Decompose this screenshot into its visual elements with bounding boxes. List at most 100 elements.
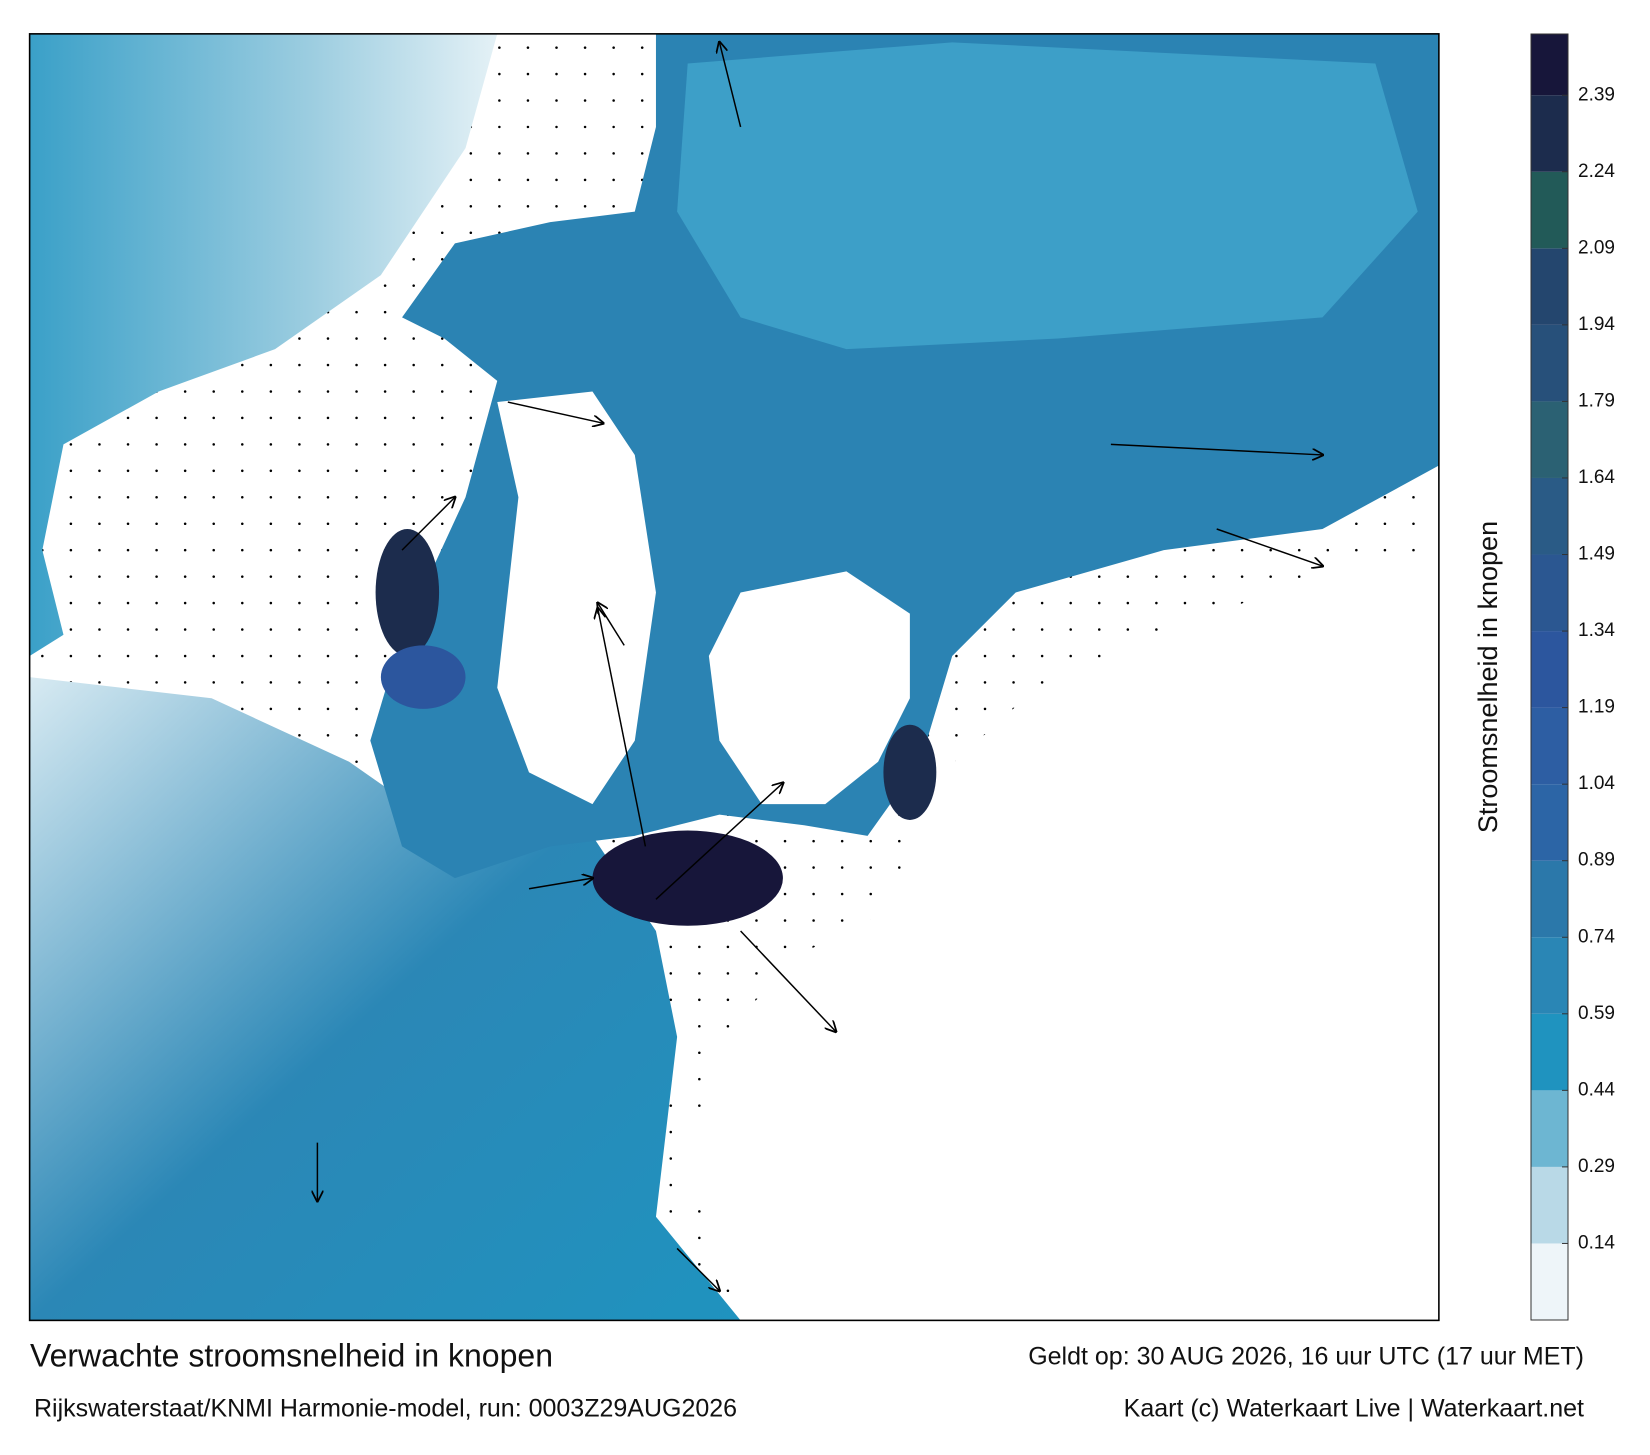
grid-dot: [698, 1104, 701, 1107]
grid-dot: [298, 469, 301, 473]
grid-dot: [326, 469, 330, 473]
east-land: [687, 550, 1439, 1321]
grid-dot: [583, 125, 587, 129]
grid-dot: [269, 416, 273, 420]
fast-current: [592, 830, 783, 926]
grid-dot: [1040, 628, 1044, 631]
grid-dot: [669, 972, 673, 975]
grid-dot: [298, 416, 301, 420]
grid-dot: [383, 522, 387, 525]
grid-dot: [355, 443, 358, 446]
grid-dot: [269, 548, 273, 552]
grid-dot: [1155, 628, 1158, 631]
grid-dot: [355, 760, 358, 764]
grid-dot: [241, 469, 244, 473]
colorbar-tick-label: 2.09: [1578, 237, 1615, 258]
grid-dot: [440, 416, 444, 420]
grid-dot: [69, 443, 73, 446]
credit: Kaart (c) Waterkaart Live | Waterkaart.n…: [1124, 1395, 1584, 1423]
grid-dot: [41, 654, 44, 658]
grid-dot: [355, 363, 358, 367]
grid-dot: [183, 390, 187, 393]
grid-dot: [640, 152, 644, 155]
grid-dot: [69, 495, 73, 499]
grid-dot: [326, 707, 330, 711]
grid-dot: [669, 1183, 673, 1187]
grid-dot: [783, 892, 787, 896]
colorbar-band: [1531, 1013, 1568, 1091]
colorbar-band: [1531, 631, 1568, 708]
grid-dot: [241, 443, 244, 446]
grid-dot: [326, 495, 330, 499]
fast-current: [375, 529, 440, 656]
grid-dot: [69, 522, 73, 525]
grid-dot: [812, 892, 815, 896]
grid-dot: [669, 1157, 673, 1160]
grid-dot: [298, 522, 301, 525]
grid-dot: [183, 575, 187, 578]
grid-dot: [812, 919, 815, 922]
colorbar-frame: [1530, 33, 1569, 1321]
grid-dot: [383, 390, 387, 393]
grid-dot: [69, 469, 73, 473]
grid-dot: [98, 654, 101, 658]
grid-dot: [840, 919, 844, 922]
grid-dot: [269, 681, 273, 684]
grid-dot: [326, 337, 330, 340]
grid-dot: [298, 681, 301, 684]
grid-dot: [326, 443, 330, 446]
grid-dot: [440, 443, 444, 446]
grid-dot: [98, 681, 101, 684]
grid-dot: [355, 734, 358, 737]
grid-dot: [155, 522, 158, 525]
grid-dot: [555, 205, 558, 208]
north-sea: [29, 33, 498, 656]
grid-dot: [155, 654, 158, 658]
grid-dot: [98, 522, 101, 525]
grid-dot: [269, 495, 273, 499]
grid-dot: [440, 257, 444, 261]
grid-dot: [783, 919, 787, 922]
grid-dot: [469, 231, 473, 235]
grid-dot: [355, 628, 358, 631]
grid-dot: [1126, 628, 1130, 631]
moderate-current: [380, 645, 466, 709]
grid-dot: [498, 125, 501, 129]
grid-dot: [898, 839, 901, 843]
grid-dot: [183, 469, 187, 473]
grid-dot: [498, 152, 501, 155]
grid-dot: [840, 866, 844, 869]
grid-dot: [1069, 628, 1072, 631]
grid-dot: [526, 205, 530, 208]
grid-dot: [498, 205, 501, 208]
grid-dot: [355, 310, 358, 314]
grid-dot: [955, 707, 958, 711]
colorbar-band: [1531, 1090, 1568, 1167]
grid-dot: [212, 628, 215, 631]
grid-dot: [326, 575, 330, 578]
grid-dot: [126, 575, 130, 578]
grid-dot: [241, 495, 244, 499]
grid-dot: [183, 548, 187, 552]
grid-dot: [726, 972, 730, 975]
valid-time: Geldt op: 30 AUG 2026, 16 uur UTC (17 uu…: [1028, 1343, 1584, 1371]
grid-dot: [241, 707, 244, 711]
grid-dot: [1355, 548, 1358, 552]
grid-dot: [412, 390, 415, 393]
grid-dot: [126, 681, 130, 684]
grid-dot: [355, 390, 358, 393]
grid-dot: [212, 495, 215, 499]
colorbar-band: [1531, 554, 1568, 632]
grid-dot: [383, 284, 387, 287]
grid-dot: [412, 363, 415, 367]
grid-dot: [583, 205, 587, 208]
grid-dot: [126, 628, 130, 631]
grid-dot: [1012, 601, 1015, 605]
grid-dot: [326, 628, 330, 631]
grid-dot: [298, 548, 301, 552]
grid-dot: [526, 99, 530, 102]
grid-dot: [783, 945, 787, 949]
grid-dot: [383, 469, 387, 473]
grid-dot: [1269, 575, 1272, 578]
colorbar-tick-label: 1.64: [1578, 467, 1615, 488]
